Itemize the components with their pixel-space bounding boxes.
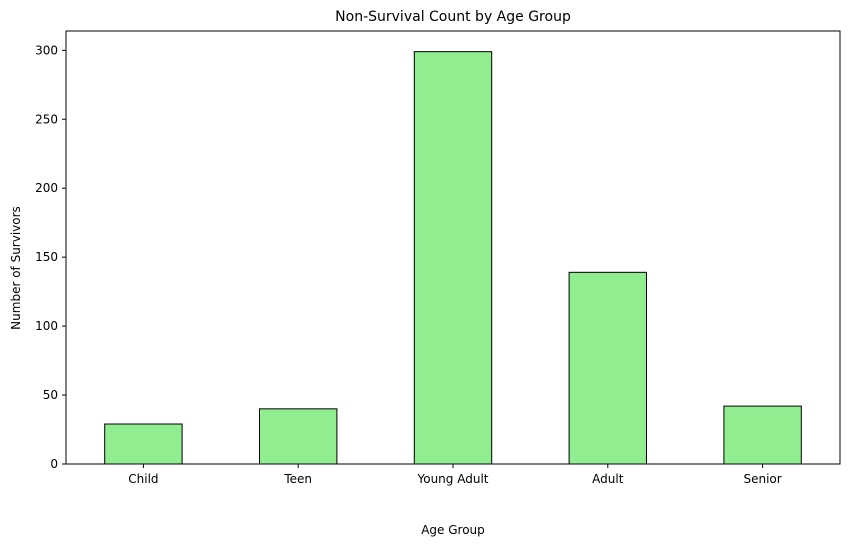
y-tick-label: 0 (50, 457, 58, 471)
bar (104, 423, 183, 465)
y-axis-label: Number of Survivors (9, 206, 23, 330)
y-tick-label: 100 (35, 319, 58, 333)
y-tick-label: 50 (43, 388, 58, 402)
bar (259, 408, 338, 465)
bar (568, 271, 647, 465)
y-tick-label: 250 (35, 112, 58, 126)
x-tick-label: Adult (592, 472, 624, 486)
axes-frame (65, 30, 841, 465)
x-tick-label: Young Adult (417, 472, 489, 486)
plot-area: Child Teen Young Adult Adult Senior 0 50 100 150… (35, 30, 841, 486)
x-tick-label: Senior (743, 472, 781, 486)
y-tick-label: 200 (35, 181, 58, 195)
chart-title: Non-Survival Count by Age Group (335, 9, 571, 25)
x-axis-label: Age Group (421, 523, 485, 537)
bar (723, 405, 802, 465)
x-tick-label: Child (128, 472, 158, 486)
x-tick-label: Teen (283, 472, 312, 486)
y-tick-label: 300 (35, 43, 58, 57)
y-tick-label: 150 (35, 250, 58, 264)
bar (413, 51, 493, 465)
